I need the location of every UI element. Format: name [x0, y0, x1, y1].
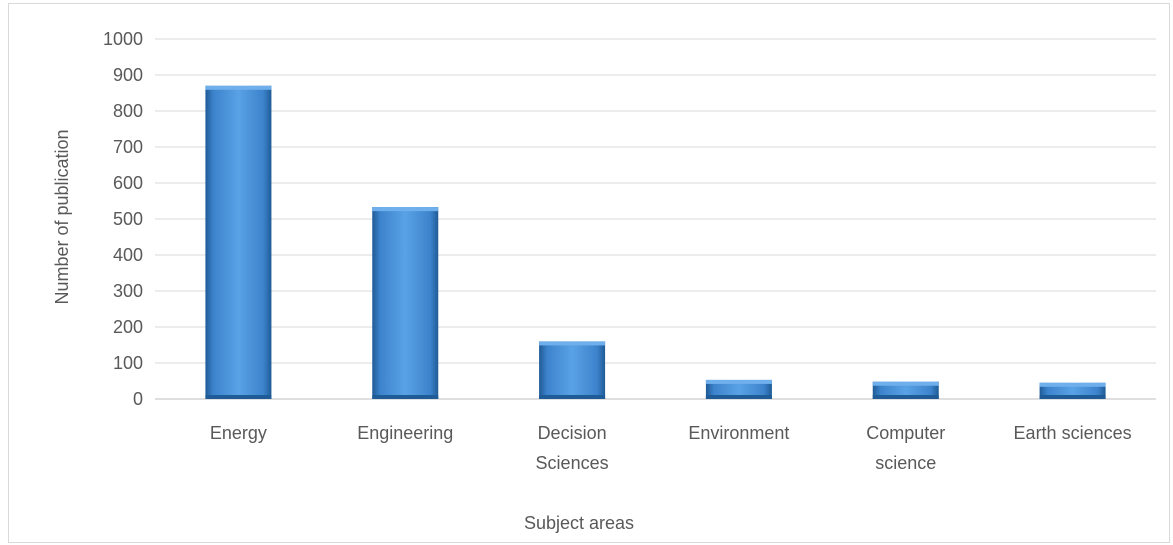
y-tick-label: 0 — [133, 389, 143, 409]
bar — [705, 379, 772, 399]
bar-bevel-top — [705, 379, 772, 384]
x-category-label: Energy — [210, 423, 267, 443]
y-tick-label: 800 — [113, 101, 143, 121]
x-category-label: Decision Sciences — [536, 423, 609, 473]
bar — [205, 85, 272, 400]
bar-bevel-top — [1039, 382, 1106, 387]
bar-body — [872, 381, 939, 399]
bar — [1039, 382, 1106, 399]
bar — [372, 207, 439, 399]
y-axis-ticks: 0 100 200 300 400 500 600 700 800 900 1000 — [103, 29, 143, 409]
bar-bevel-top — [372, 207, 439, 212]
bar-bevel-top — [872, 381, 939, 386]
y-tick-label: 500 — [113, 209, 143, 229]
x-category-label: Engineering — [357, 423, 453, 443]
y-tick-label: 600 — [113, 173, 143, 193]
bar-bevel-top — [205, 85, 272, 90]
bar — [539, 341, 606, 399]
bars — [205, 85, 1106, 400]
bar-bevel-bottom — [872, 395, 939, 399]
y-tick-label: 1000 — [103, 29, 143, 49]
y-tick-label: 100 — [113, 353, 143, 373]
y-tick-label: 900 — [113, 65, 143, 85]
chart-area: 0 100 200 300 400 500 600 700 800 900 1000 Energy E… — [8, 3, 1170, 543]
bar-bevel-bottom — [205, 395, 272, 399]
x-axis-categories: Energy Engineering Decision Sciences Environ… — [210, 423, 1132, 473]
x-axis-title: Subject areas — [524, 513, 634, 533]
y-tick-label: 300 — [113, 281, 143, 301]
x-category-label: Environment — [688, 423, 789, 443]
bar-bevel-bottom — [705, 395, 772, 399]
bar-bevel-bottom — [372, 395, 439, 399]
y-axis-title: Number of publication — [52, 129, 72, 304]
x-category-label: Computer science — [866, 423, 945, 473]
y-tick-label: 400 — [113, 245, 143, 265]
x-category-label: Earth sciences — [1014, 423, 1132, 443]
y-tick-label: 200 — [113, 317, 143, 337]
bar-body — [205, 85, 272, 400]
bar-body — [372, 207, 439, 399]
y-tick-label: 700 — [113, 137, 143, 157]
bar-body — [539, 341, 606, 399]
bar-bevel-bottom — [539, 395, 606, 399]
gridlines — [155, 38, 1156, 400]
bar — [872, 381, 939, 399]
bar-body — [1039, 382, 1106, 399]
bar-bevel-top — [539, 341, 606, 346]
bar-bevel-bottom — [1039, 395, 1106, 399]
bar-body — [705, 379, 772, 399]
